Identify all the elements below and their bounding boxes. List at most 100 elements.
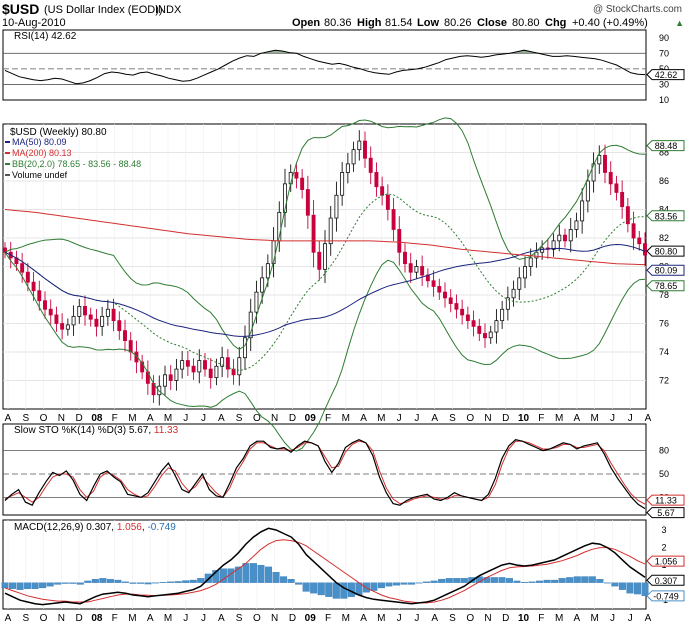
sto-k-line — [4, 439, 646, 510]
price-candle — [608, 172, 613, 185]
macd-histogram-bar — [295, 582, 303, 585]
price-candle — [448, 297, 453, 304]
price-x-label: F — [325, 413, 331, 424]
macd-x-label: D — [502, 613, 509, 624]
price-candle — [403, 251, 407, 265]
macd-histogram-bar — [505, 578, 513, 583]
macd-value-tag: 0.307 — [646, 574, 685, 586]
price-candle — [300, 177, 305, 190]
macd-histogram-bar — [377, 582, 385, 589]
macd-histogram-bar — [265, 566, 273, 583]
price-candle — [71, 315, 76, 326]
open-value: 80.36 — [324, 17, 352, 29]
price-x-label: N — [58, 413, 65, 424]
price-candle — [43, 300, 47, 310]
macd-histogram-bar — [513, 580, 521, 583]
bb-upper-line — [4, 117, 646, 351]
price-candle — [357, 140, 362, 151]
rsi-value: 42.62 — [51, 31, 76, 42]
index-name: (US Dollar Index (EOD)) — [44, 4, 163, 16]
sto-title: Slow STO %K(14) %D(3) 5.67, 11.33 — [14, 425, 179, 436]
macd-histogram-bar — [415, 582, 423, 584]
price-x-label: A — [5, 413, 12, 424]
price-candle — [414, 266, 419, 273]
price-candle — [368, 157, 373, 173]
macd-histogram-bar — [167, 581, 175, 583]
macd-histogram-bar — [618, 582, 626, 590]
macd-histogram-bar — [430, 580, 438, 583]
price-candle — [328, 217, 333, 245]
legend-entry-name: MA(200) — [12, 148, 47, 158]
price-candle — [494, 320, 499, 333]
macd-histogram-bar — [596, 579, 604, 583]
macd-hist-tag: -0.749 — [646, 590, 685, 601]
price-candle — [283, 183, 287, 213]
macd-x-label: A — [218, 613, 225, 624]
price-x-label: O — [466, 413, 474, 424]
price-tag: 88.48 — [646, 140, 685, 151]
price-candle — [363, 140, 367, 159]
macd-histogram-bar — [536, 580, 544, 583]
price-x-label: 09 — [305, 413, 317, 424]
price-candle — [94, 318, 99, 327]
macd-title: MACD(12,26,9) 0.307, 1.056, -0.749 — [14, 522, 176, 533]
price-tick-label: 86 — [659, 176, 669, 186]
sto-d-tag-box — [646, 494, 685, 506]
macd-histogram-bar — [483, 577, 491, 583]
open-label: Open — [292, 17, 320, 29]
price-candle — [25, 271, 30, 283]
price-tick-label: 84 — [659, 205, 669, 215]
price-candle — [500, 308, 505, 322]
price-candle — [580, 200, 585, 222]
macd-histogram-bar — [558, 578, 566, 583]
price-candle — [420, 266, 425, 276]
macd-histogram-bar — [9, 582, 17, 589]
price-candle — [260, 277, 265, 293]
price-candle — [323, 243, 327, 270]
macd-x-label: M — [164, 613, 172, 624]
macd-histogram-bar — [423, 581, 431, 583]
legend-entry-name: Volume — [12, 170, 42, 180]
macd-histogram-bar — [325, 582, 333, 597]
price-candle — [248, 311, 253, 339]
macd-histogram-bar — [129, 582, 137, 584]
price-candle — [60, 323, 65, 330]
macd-histogram-bar — [438, 579, 446, 583]
macd-histogram-bar — [197, 578, 205, 583]
symbol-title: $USD — [2, 1, 39, 17]
macd-x-label: A — [360, 613, 367, 624]
price-x-label: J — [610, 413, 615, 424]
macd-histogram-bar — [521, 581, 529, 583]
price-tick-label: 76 — [659, 319, 669, 329]
price-x-label: D — [289, 413, 296, 424]
price-tick-label: 88 — [659, 148, 669, 158]
price-chart: 72747678808284868888.4883.5680.8080.0978… — [3, 117, 685, 452]
macd-histogram-bar — [31, 582, 39, 589]
macd-histogram-bar — [106, 579, 114, 583]
price-tick-label: 74 — [659, 347, 669, 357]
legend-entry: BB(20,2.0) 78.65 - 83.56 - 88.48 — [12, 159, 141, 169]
macd-x-label: O — [466, 613, 474, 624]
price-candle — [488, 331, 493, 339]
chg-value: +0.40 (+0.49%) — [572, 17, 648, 29]
price-candle — [454, 303, 459, 310]
macd-x-label: J — [183, 613, 188, 624]
price-candle — [225, 357, 230, 370]
price-tick-label: 82 — [659, 233, 669, 243]
price-candle — [631, 223, 636, 239]
macd-histogram-bar — [460, 578, 468, 583]
price-tag: 80.09 — [646, 264, 685, 276]
price-tag-text: 80.80 — [655, 247, 678, 257]
macd-histogram-bar — [257, 564, 265, 583]
macd-histogram-bar — [84, 580, 92, 583]
price-candle — [140, 361, 145, 373]
sto-k-tag-box — [646, 507, 685, 519]
close-value: 80.80 — [512, 17, 540, 29]
price-candle — [83, 305, 87, 316]
price-x-label: M — [128, 413, 136, 424]
macd-x-label: A — [431, 613, 438, 624]
macd-histogram-bar — [385, 582, 393, 587]
macd-tick-label: 2 — [661, 543, 666, 553]
